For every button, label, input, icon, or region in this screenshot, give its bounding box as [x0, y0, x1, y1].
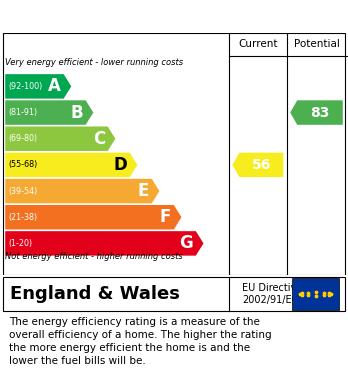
Text: A: A — [48, 77, 61, 95]
Text: E: E — [137, 182, 149, 200]
Polygon shape — [5, 100, 93, 125]
Text: The energy efficiency rating is a measure of the
overall efficiency of a home. T: The energy efficiency rating is a measur… — [9, 317, 271, 366]
Polygon shape — [5, 179, 159, 203]
Text: (39-54): (39-54) — [9, 187, 38, 196]
Polygon shape — [5, 205, 181, 230]
Text: B: B — [70, 104, 83, 122]
Text: (21-38): (21-38) — [9, 213, 38, 222]
Text: Very energy efficient - lower running costs: Very energy efficient - lower running co… — [5, 58, 183, 67]
Text: 83: 83 — [310, 106, 330, 120]
Text: Current: Current — [238, 39, 278, 50]
Polygon shape — [5, 74, 71, 99]
Text: (69-80): (69-80) — [9, 134, 38, 143]
Text: G: G — [179, 234, 193, 253]
Text: Energy Efficiency Rating: Energy Efficiency Rating — [9, 9, 219, 24]
Text: C: C — [93, 130, 105, 148]
Text: F: F — [160, 208, 171, 226]
Text: (92-100): (92-100) — [9, 82, 43, 91]
Text: (81-91): (81-91) — [9, 108, 38, 117]
Polygon shape — [290, 100, 343, 125]
Polygon shape — [5, 126, 116, 151]
Text: D: D — [113, 156, 127, 174]
Polygon shape — [5, 231, 204, 256]
Polygon shape — [232, 152, 283, 177]
Text: 56: 56 — [252, 158, 271, 172]
Polygon shape — [5, 152, 137, 177]
Text: (55-68): (55-68) — [9, 160, 38, 169]
Text: England & Wales: England & Wales — [10, 285, 180, 303]
Text: Not energy efficient - higher running costs: Not energy efficient - higher running co… — [5, 252, 183, 261]
Text: (1-20): (1-20) — [9, 239, 33, 248]
Bar — [292, 278, 339, 310]
Text: Potential: Potential — [294, 39, 340, 50]
Text: EU Directive
2002/91/EC: EU Directive 2002/91/EC — [242, 283, 302, 305]
